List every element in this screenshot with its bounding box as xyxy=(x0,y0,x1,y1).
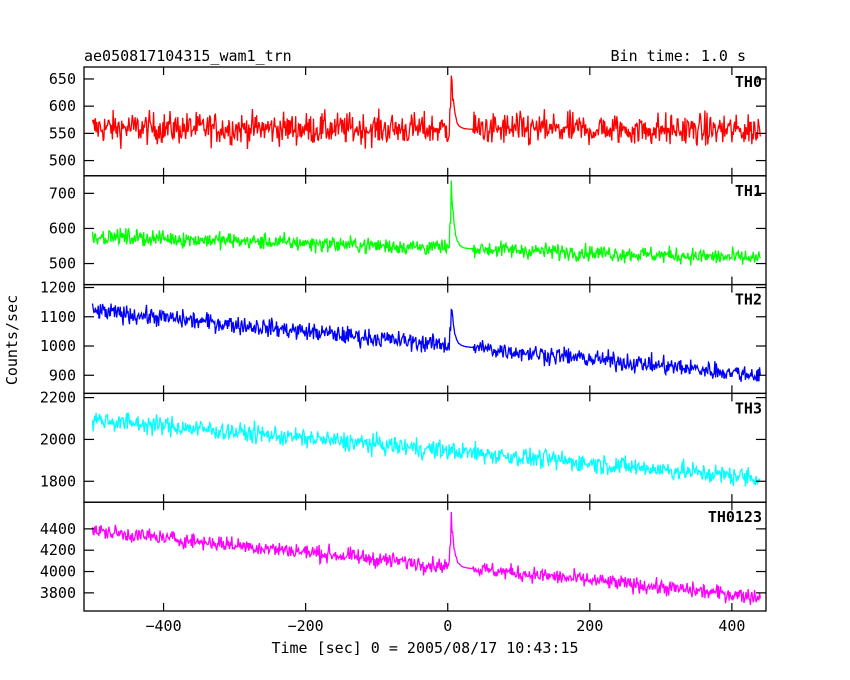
panel-th0123: 3800 4000 4200 4400 TH0123 xyxy=(40,501,767,612)
x-axis-label: Time [sec] 0 = 2005/08/17 10:43:15 xyxy=(271,639,578,657)
y-tick-label: 500 xyxy=(49,255,76,273)
panel-label: TH0 xyxy=(735,73,762,91)
y-tick-label: 1200 xyxy=(40,279,76,297)
y-tick-label: 500 xyxy=(49,152,76,170)
y-tick-label: 700 xyxy=(49,184,76,202)
y-tick-label: 600 xyxy=(49,97,76,115)
series-line-th0 xyxy=(91,75,761,150)
panel-frame xyxy=(83,175,767,286)
y-tick-label: 1800 xyxy=(40,472,76,490)
series-line-th3 xyxy=(91,412,761,487)
x-tick-label: 200 xyxy=(576,617,603,635)
y-tick-label: 4000 xyxy=(40,563,76,581)
figure-title: ae050817104315_wam1_trn xyxy=(84,47,292,65)
panel-label: TH2 xyxy=(735,291,762,309)
panel-label: TH3 xyxy=(735,399,762,417)
panel-th1: 500 600 700 TH1 xyxy=(49,175,767,286)
y-tick-label: 4200 xyxy=(40,541,76,559)
panel-th2: 900 1000 1100 1200 TH2 xyxy=(40,279,767,395)
y-tick-label: 650 xyxy=(49,70,76,88)
x-tick-label: −200 xyxy=(288,617,324,635)
y-tick-label: 1000 xyxy=(40,337,76,355)
panel-frame xyxy=(83,392,767,503)
panel-label: TH1 xyxy=(735,182,762,200)
series-line-th0123 xyxy=(91,511,761,605)
y-tick-label: 2200 xyxy=(40,389,76,407)
y-tick-label: 600 xyxy=(49,219,76,237)
panels-group: 500 550 600 650 TH0 500 600 700 TH1 900 1000 1100 12… xyxy=(40,66,767,635)
y-tick-label: 550 xyxy=(49,124,76,142)
x-tick-label: 400 xyxy=(718,617,745,635)
y-tick-label: 4400 xyxy=(40,520,76,538)
panel-frame xyxy=(83,501,767,612)
panel-th0: 500 550 600 650 TH0 xyxy=(49,66,767,177)
panel-label: TH0123 xyxy=(708,508,762,526)
series-line-th1 xyxy=(91,180,761,266)
y-tick-label: 3800 xyxy=(40,584,76,602)
x-tick-label: −400 xyxy=(146,617,182,635)
y-axis-label: Counts/sec xyxy=(3,295,21,385)
panel-th3: 1800 2000 2200 TH3 xyxy=(40,389,767,503)
series-line-th2 xyxy=(91,303,761,383)
x-tick-label: 0 xyxy=(443,617,452,635)
y-tick-label: 1100 xyxy=(40,308,76,326)
y-tick-label: 2000 xyxy=(40,430,76,448)
y-tick-label: 900 xyxy=(49,366,76,384)
bin-time-label: Bin time: 1.0 s xyxy=(611,47,746,65)
